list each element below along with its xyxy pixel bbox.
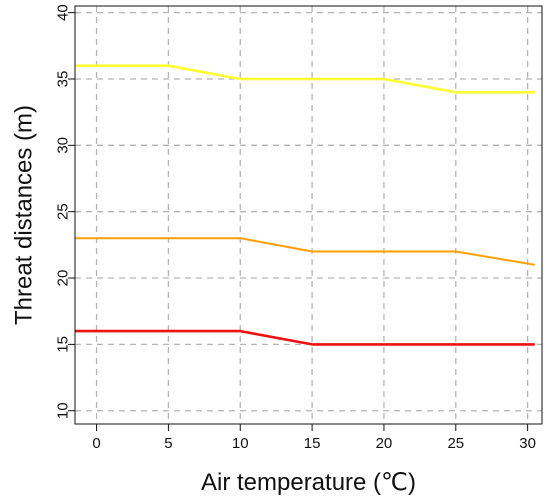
x-tick-label: 5: [164, 435, 172, 452]
x-tick-label: 10: [232, 435, 249, 452]
x-axis: 0 5 10 15 20 25 30: [92, 424, 536, 452]
y-tick-label: 35: [54, 71, 71, 88]
y-tick-label: 15: [55, 336, 72, 353]
x-axis-title: Air temperature (℃): [201, 469, 416, 496]
x-tick-label: 15: [304, 435, 321, 452]
y-axis: 10 15 20 25 30 35 40: [54, 4, 75, 419]
y-tick-label: 20: [55, 270, 72, 287]
y-tick-label: 10: [55, 402, 72, 419]
series-lines: [75, 64, 535, 346]
series-line-2: [75, 237, 535, 266]
x-tick-label: 30: [519, 435, 536, 452]
x-tick-label: 0: [92, 435, 100, 452]
grid-lines: [75, 6, 542, 424]
y-tick-label: 30: [55, 137, 72, 154]
y-tick-label: 25: [55, 203, 72, 220]
plot-frame: [74, 5, 543, 425]
x-tick-label: 25: [447, 435, 464, 452]
series-line-1: [75, 64, 535, 94]
x-tick-label: 20: [376, 435, 393, 452]
y-tick-label: 40: [55, 4, 72, 21]
y-axis-title: Threat distances (m): [11, 105, 38, 325]
series-line-3: [75, 329, 535, 346]
